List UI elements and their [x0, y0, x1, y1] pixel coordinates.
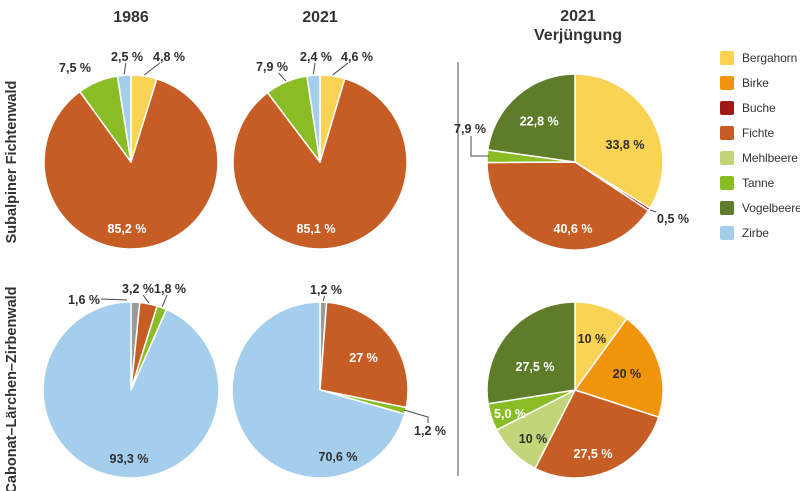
slice-percentage-label: 1,2 %	[414, 424, 446, 438]
legend-swatch-buche	[720, 101, 734, 115]
slice-percentage-label: 1,2 %	[310, 283, 342, 297]
slice-percentage-label: 3,2 %	[122, 282, 154, 296]
slice-zirbe	[116, 74, 132, 163]
legend-swatch-bergahorn	[720, 51, 734, 65]
label-leader-line	[322, 295, 325, 302]
legend-label: Vogelbeere	[742, 201, 800, 215]
slice-fichte	[534, 389, 660, 479]
slice-percentage-label: 40,6 %	[554, 222, 593, 236]
pie-cabonat-laerchen-zirbenwald-2021: 1,2 % 27 % 1,2 % 70,6 %	[231, 283, 446, 479]
legend-label: Mehlbeere	[742, 151, 798, 165]
legend-label: Zirbe	[742, 226, 769, 240]
slice-percentage-label: 10 %	[519, 432, 548, 446]
pie-cabonat-laerchen-zirbenwald-2021-verjuengung: 10 % 20 % 27,5 % 10 % 5,0 % 27,5 %	[486, 301, 664, 479]
legend-item-buche: Buche	[720, 101, 800, 115]
slice-fichte	[319, 301, 409, 409]
column-header-2021-verjuengung-line1: 2021	[560, 8, 596, 25]
slice-percentage-label: 20 %	[613, 367, 642, 381]
slice-percentage-label: 27,5 %	[574, 447, 613, 461]
legend-swatch-tanne	[720, 176, 734, 190]
slice-fichte	[232, 77, 408, 250]
slice-bergahorn	[574, 73, 664, 209]
legend-label: Bergahorn	[742, 51, 798, 65]
slice-percentage-label: 10 %	[578, 332, 607, 346]
slice-percentage-label: 2,5 %	[111, 50, 143, 64]
label-leader-line	[312, 62, 316, 75]
column-header-2021-verjuengung-line2: Verjüngung	[534, 27, 622, 44]
column-header-2021-text: 2021	[302, 9, 338, 26]
label-leader-line	[161, 294, 168, 307]
slice-percentage-label: 22,8 %	[520, 115, 559, 129]
legend-swatch-zirbe	[720, 226, 734, 240]
column-header-2021-verjuengung: 2021 Verjüngung	[488, 7, 668, 45]
legend-item-fichte: Fichte	[720, 126, 800, 140]
legend-item-bergahorn: Bergahorn	[720, 51, 800, 65]
label-leader-line	[403, 409, 429, 423]
label-leader-line	[142, 294, 150, 304]
legend-label: Tanne	[742, 176, 775, 190]
slice-percentage-label: 4,8 %	[153, 50, 185, 64]
slice-percentage-label: 27,5 %	[516, 360, 555, 374]
slice-zirbe	[231, 301, 406, 479]
slice-vogelbeere	[487, 73, 576, 163]
pie-cabonat-laerchen-zirbenwald-1986: 1,6 % 3,2 % 1,8 % 93,3 %	[42, 282, 220, 479]
label-leader-line	[278, 72, 287, 82]
label-leader-line	[143, 62, 161, 76]
legend-item-tanne: Tanne	[720, 176, 800, 190]
legend-item-zirbe: Zirbe	[720, 226, 800, 240]
slice-percentage-label: 85,2 %	[108, 222, 147, 236]
slice-percentage-label: 7,5 %	[59, 61, 91, 75]
slice-percentage-label: 7,9 %	[454, 122, 486, 136]
slice-zirbe	[306, 74, 321, 163]
label-leader-line	[649, 209, 657, 213]
slice-percentage-label: 0,5 %	[657, 212, 689, 226]
slice-percentage-label: 93,3 %	[110, 452, 149, 466]
pie-subalpiner-fichtenwald-2021-verjuengung: 33,8 % 0,5 % 40,6 % 7,9 % 22,8 %	[454, 73, 689, 251]
legend-item-birke: Birke	[720, 76, 800, 90]
legend-item-mehlbeere: Mehlbeere	[720, 151, 800, 165]
slice-birke	[574, 318, 664, 418]
legend-swatch-vogelbeere	[720, 201, 734, 215]
legend-swatch-mehlbeere	[720, 151, 734, 165]
legend-label: Buche	[742, 101, 776, 115]
slice-percentage-label: 33,8 %	[606, 138, 645, 152]
pie-subalpiner-fichtenwald-2021: 4,6 % 85,1 % 7,9 % 2,4 %	[232, 50, 408, 250]
slice-fichte	[43, 78, 219, 250]
column-header-1986-text: 1986	[113, 9, 149, 26]
slice-percentage-label: 1,6 %	[68, 293, 100, 307]
slice-percentage-label: 70,6 %	[319, 450, 358, 464]
slice-zirbe	[42, 301, 220, 479]
slice-fichte	[486, 161, 650, 251]
slice-percentage-label: 5,0 %	[494, 407, 526, 421]
species-legend: Bergahorn Birke Buche Fichte Mehlbeere Tanne V…	[720, 51, 800, 251]
slice-percentage-label: 1,8 %	[154, 282, 186, 296]
slice-percentage-label: 85,1 %	[297, 222, 336, 236]
legend-label: Birke	[742, 76, 769, 90]
slice-percentage-label: 4,6 %	[341, 50, 373, 64]
slice-percentage-label: 27 %	[349, 351, 378, 365]
label-leader-line	[332, 62, 349, 76]
label-leader-line	[470, 136, 489, 157]
column-header-1986: 1986	[41, 8, 221, 27]
legend-label: Fichte	[742, 126, 775, 140]
slice-percentage-label: 7,9 %	[256, 60, 288, 74]
column-divider-line	[457, 62, 459, 476]
legend-swatch-birke	[720, 76, 734, 90]
slice-percentage-label: 2,4 %	[300, 50, 332, 64]
label-leader-line	[100, 298, 128, 301]
legend-swatch-fichte	[720, 126, 734, 140]
pie-subalpiner-fichtenwald-1986: 4,8 % 85,2 % 7,5 % 2,5 %	[43, 50, 219, 250]
label-leader-line	[123, 62, 127, 75]
column-header-2021: 2021	[230, 8, 410, 27]
legend-item-vogelbeere: Vogelbeere	[720, 201, 800, 215]
slice-vogelbeere	[486, 301, 576, 405]
